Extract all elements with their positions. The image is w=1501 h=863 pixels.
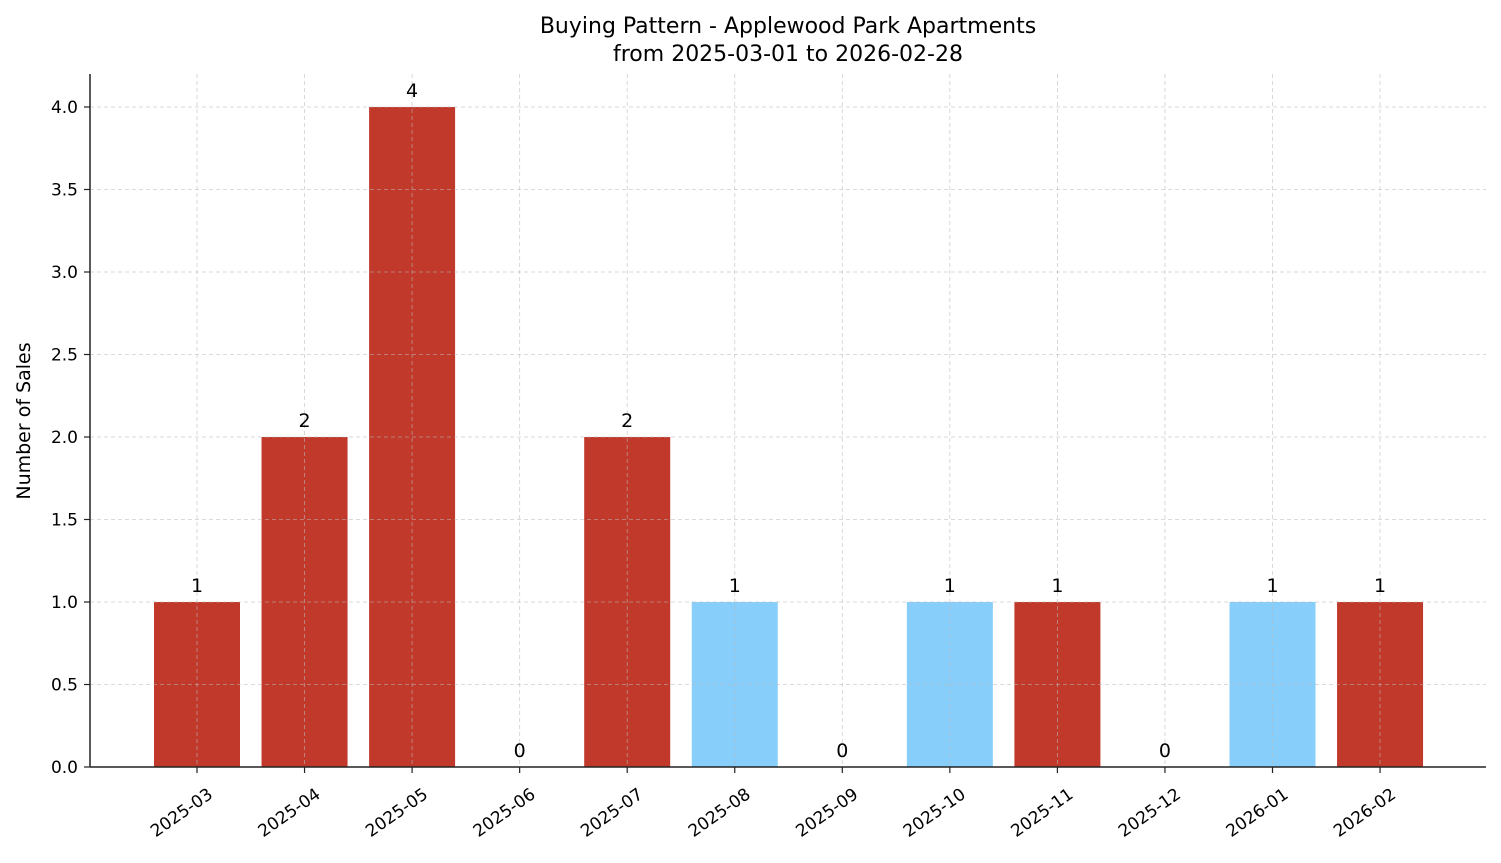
y-tick-label: 3.0 (51, 263, 78, 283)
data-label: 1 (1374, 575, 1386, 597)
data-label: 1 (1266, 575, 1278, 597)
y-tick-label: 2.0 (51, 428, 78, 448)
x-ticks: 2025-03 2025-04 2025-05 2025-06 2025-07 2025-… (147, 767, 1400, 842)
data-label: 0 (514, 740, 526, 762)
x-tick-label: 2025-10 (900, 785, 970, 842)
x-tick-label: 2025-04 (255, 785, 325, 842)
data-label: 1 (729, 575, 741, 597)
chart-subtitle: from 2025-03-01 to 2026-02-28 (613, 42, 963, 67)
x-tick-label: 2025-07 (577, 785, 647, 842)
y-tick-label: 0.5 (51, 676, 78, 696)
data-label: 0 (836, 740, 848, 762)
x-tick-label: 2025-05 (362, 785, 432, 842)
data-label: 1 (191, 575, 203, 597)
y-tick-label: 0.0 (51, 758, 78, 778)
x-tick-label: 2025-11 (1007, 785, 1077, 842)
x-tick-label: 2026-02 (1330, 785, 1400, 842)
x-tick-label: 2025-12 (1115, 785, 1185, 842)
x-tick-label: 2025-03 (147, 785, 217, 842)
y-tick-label: 1.0 (51, 593, 78, 613)
x-tick-label: 2026-01 (1223, 785, 1293, 842)
data-label: 0 (1159, 740, 1171, 762)
x-tick-label: 2025-09 (792, 785, 862, 842)
y-axis-label: Number of Sales (13, 342, 35, 499)
data-label: 1 (944, 575, 956, 597)
data-label: 4 (406, 80, 418, 102)
data-label: 2 (621, 410, 633, 432)
chart-title: Buying Pattern - Applewood Park Apartmen… (540, 14, 1036, 39)
y-tick-label: 3.5 (51, 181, 78, 201)
x-tick-label: 2025-08 (685, 785, 755, 842)
y-tick-label: 4.0 (51, 98, 78, 118)
grid-vertical (90, 74, 1486, 768)
y-ticks: 0.0 0.5 1.0 1.5 2.0 2.5 3.0 3.5 4.0 (51, 98, 90, 778)
y-tick-label: 2.5 (51, 346, 78, 366)
data-label: 1 (1051, 575, 1063, 597)
x-tick-label: 2025-06 (470, 785, 540, 842)
data-labels: 1 2 4 0 2 1 0 1 1 0 1 1 (191, 80, 1386, 762)
data-label: 2 (299, 410, 311, 432)
y-tick-label: 1.5 (51, 511, 78, 531)
